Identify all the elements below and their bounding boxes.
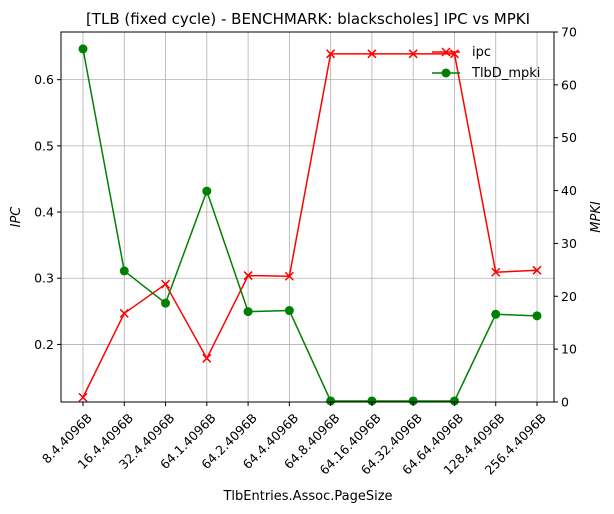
- data-point-TlbD_mpki: [202, 186, 212, 196]
- data-point-ipc: [449, 49, 459, 59]
- legend-ipc-label: ipc: [472, 45, 491, 60]
- chart-title: [TLB (fixed cycle) - BENCHMARK: blacksch…: [86, 10, 530, 28]
- data-point-TlbD_mpki: [284, 306, 294, 316]
- data-point-ipc: [161, 279, 171, 289]
- data-point-ipc: [367, 49, 377, 59]
- right-tick-label: 30: [561, 236, 577, 251]
- data-point-ipc: [284, 271, 294, 281]
- data-point-ipc: [532, 265, 542, 275]
- data-point-TlbD_mpki: [161, 298, 171, 308]
- data-point-ipc: [491, 267, 501, 277]
- data-point-ipc: [119, 308, 129, 318]
- plot-frame: [60, 31, 555, 403]
- right-tick-label: 70: [561, 25, 577, 40]
- data-point-ipc: [326, 49, 336, 59]
- data-point-TlbD_mpki: [367, 396, 377, 406]
- data-point-TlbD_mpki: [408, 396, 418, 406]
- series-layer: [78, 44, 542, 406]
- right-tick-label: 0: [561, 395, 569, 410]
- right-axis: 0 10 20 30 40 50 60 70: [554, 25, 577, 410]
- right-tick-label: 50: [561, 130, 577, 145]
- data-point-TlbD_mpki: [243, 307, 253, 317]
- x-axis: 8.4.4096B16.4.4096B32.4.4096B64.1.4096B6…: [39, 402, 549, 478]
- data-point-TlbD_mpki: [449, 396, 459, 406]
- right-tick-label: 60: [561, 77, 577, 92]
- x-axis-label: TlbEntries.Assoc.PageSize: [222, 489, 392, 504]
- data-point-TlbD_mpki: [326, 396, 336, 406]
- legend-ipc-marker: [441, 47, 451, 57]
- data-point-ipc: [408, 49, 418, 59]
- left-axis: 0.2 0.3 0.4 0.5 0.6: [34, 72, 61, 352]
- left-tick-label: 0.6: [34, 72, 54, 87]
- left-tick-label: 0.5: [34, 138, 54, 153]
- left-tick-label: 0.4: [34, 205, 54, 220]
- left-axis-label: IPC: [9, 206, 24, 228]
- data-point-TlbD_mpki: [119, 266, 129, 276]
- left-tick-label: 0.3: [34, 271, 54, 286]
- data-point-TlbD_mpki: [78, 44, 88, 54]
- right-tick-label: 40: [561, 183, 577, 198]
- legend-mpki-label: TlbD_mpki: [471, 66, 540, 81]
- legend-mpki-marker: [441, 68, 451, 78]
- series-line-TlbD_mpki: [82, 48, 538, 402]
- right-tick-label: 20: [561, 289, 577, 304]
- data-point-ipc: [243, 271, 253, 281]
- data-point-TlbD_mpki: [532, 311, 542, 321]
- right-axis-label: MPKI: [589, 201, 604, 233]
- data-point-ipc: [78, 392, 88, 402]
- data-point-ipc: [202, 353, 212, 363]
- data-point-TlbD_mpki: [491, 309, 501, 319]
- legend: ipc TlbD_mpki: [432, 45, 540, 81]
- right-tick-label: 10: [561, 342, 577, 357]
- series-line-ipc: [82, 53, 538, 398]
- grid: [61, 32, 554, 402]
- left-tick-label: 0.2: [34, 337, 54, 352]
